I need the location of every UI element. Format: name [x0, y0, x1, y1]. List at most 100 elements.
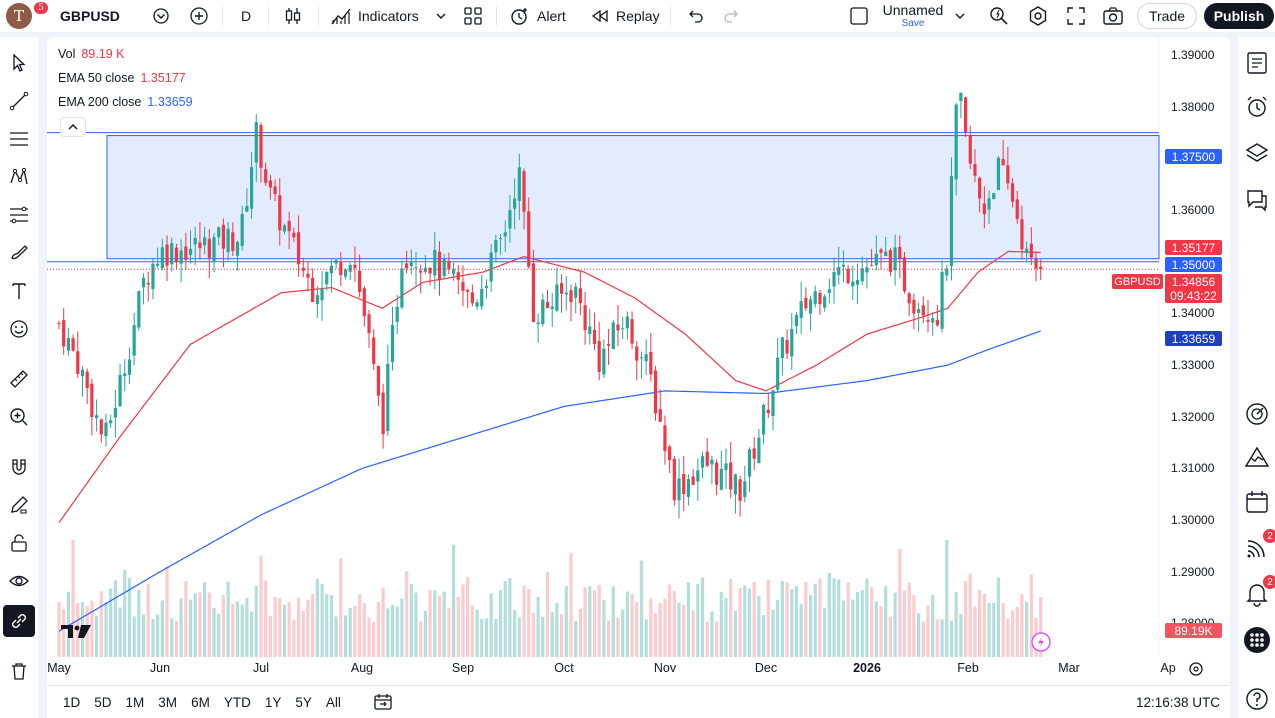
draw-mode-tool-button[interactable]	[3, 489, 35, 521]
alerts-clock-button[interactable]	[1241, 91, 1273, 123]
lock-tool-button[interactable]	[3, 527, 35, 559]
candle-body	[306, 273, 310, 278]
candle-body	[912, 299, 916, 314]
ruler-tool-button[interactable]	[3, 363, 35, 395]
link-tool-button[interactable]	[3, 605, 35, 637]
candle-body	[879, 249, 883, 253]
range-button[interactable]: 5D	[94, 694, 112, 710]
interval-button[interactable]: D	[241, 8, 252, 24]
range-button[interactable]: 3M	[158, 694, 178, 710]
range-button[interactable]: 5Y	[295, 694, 312, 710]
trade-button[interactable]: Trade	[1137, 3, 1197, 29]
candle-body	[62, 320, 66, 347]
volume-bar	[700, 577, 705, 657]
candle-body	[404, 263, 409, 269]
range-button[interactable]: YTD	[223, 694, 251, 710]
candle-body	[841, 264, 846, 267]
templates-grid-icon[interactable]	[463, 6, 483, 26]
symbol-menu-icon[interactable]	[152, 7, 170, 25]
layout-name[interactable]: Unnamed Save	[882, 2, 944, 29]
chats-button[interactable]	[1241, 184, 1273, 216]
candle-body	[226, 228, 230, 252]
delete-tool-button[interactable]	[3, 655, 35, 687]
support-resistance-zone[interactable]	[47, 132, 1160, 263]
lightning-icon[interactable]	[1031, 632, 1051, 652]
indicators-dropdown-icon[interactable]	[435, 10, 447, 22]
indicators-button[interactable]: Indicators	[330, 0, 419, 32]
axis-settings-icon[interactable]	[1189, 662, 1203, 676]
goto-date-icon[interactable]	[372, 691, 394, 713]
horizontal-lines-tool-button[interactable]	[3, 123, 35, 155]
volume-bar	[376, 602, 381, 657]
quick-search-icon[interactable]	[988, 5, 1010, 27]
volume-bar	[90, 600, 94, 657]
notifications-button[interactable]: 2	[1241, 574, 1275, 610]
range-button[interactable]: 6M	[191, 694, 210, 710]
layout-dropdown-icon[interactable]	[954, 10, 966, 22]
undo-icon[interactable]	[686, 7, 704, 25]
volume-bar	[771, 609, 775, 657]
redo-icon[interactable]	[723, 7, 741, 25]
replay-button[interactable]: Replay	[590, 0, 660, 32]
brush-tool-button[interactable]	[3, 237, 35, 269]
range-button[interactable]: 1Y	[264, 694, 282, 710]
candle-body	[719, 468, 723, 490]
candle-body	[362, 288, 366, 317]
candle-body	[433, 249, 437, 276]
volume-bar	[644, 619, 648, 657]
volume-bar	[132, 616, 136, 657]
fullscreen-icon[interactable]	[1066, 6, 1086, 26]
tradingview-logo[interactable]	[61, 625, 91, 638]
ema50-legend[interactable]: EMA 50 close 1.35177	[58, 71, 186, 85]
range-button[interactable]: All	[325, 694, 341, 710]
text-tool-button[interactable]	[3, 275, 35, 307]
signals-button[interactable]: 2	[1241, 528, 1275, 564]
candle-body	[832, 272, 836, 287]
pattern-tool-button[interactable]	[3, 161, 35, 193]
settings-icon[interactable]	[1027, 5, 1049, 27]
candle-body	[104, 422, 108, 437]
add-symbol-icon[interactable]	[189, 6, 209, 26]
candles-chart-type-icon[interactable]	[283, 6, 303, 26]
candle-body	[522, 171, 526, 212]
cursor-tool-button[interactable]	[3, 47, 35, 79]
ideas-button[interactable]	[1241, 441, 1273, 473]
utc-clock[interactable]: 12:16:38 UTC	[1135, 694, 1220, 710]
volume-bar	[785, 582, 789, 657]
publish-button[interactable]: Publish	[1204, 3, 1274, 29]
ema200-legend[interactable]: EMA 200 close 1.33659	[58, 95, 193, 109]
volume-bar	[508, 577, 512, 657]
range-button[interactable]: 1M	[125, 694, 145, 710]
range-button[interactable]: 1D	[63, 694, 81, 710]
volume-bar	[226, 581, 230, 657]
trendline-tool-button[interactable]	[3, 85, 35, 117]
help-button[interactable]	[1241, 683, 1273, 715]
zone-rectangle[interactable]	[106, 135, 1160, 260]
candle-body	[1006, 165, 1010, 184]
fib-retracement-icon	[10, 206, 28, 224]
candle-body	[113, 407, 117, 418]
layout-checkbox-icon[interactable]	[849, 6, 869, 26]
technicals-button[interactable]	[1241, 398, 1273, 430]
candle-body	[212, 237, 216, 262]
emoji-tool-button[interactable]	[3, 313, 35, 345]
candle-body	[409, 262, 413, 266]
user-avatar[interactable]: T 5	[6, 1, 49, 29]
symbol-search[interactable]: GBPUSD	[48, 3, 178, 29]
candle-body	[348, 264, 352, 272]
alert-button[interactable]: Alert	[509, 0, 566, 32]
zoom-tool-button[interactable]	[3, 401, 35, 433]
magnet-tool-button[interactable]	[3, 451, 35, 483]
visibility-tool-button[interactable]	[3, 565, 35, 597]
top-toolbar: T 5 GBPUSD D Indicators Alert Replay	[0, 0, 1275, 32]
volume-legend[interactable]: Vol 89.19 K	[58, 47, 125, 61]
price-chart[interactable]	[47, 37, 1230, 682]
camera-icon[interactable]	[1102, 5, 1124, 27]
apps-menu-button[interactable]	[1241, 624, 1273, 656]
candle-body	[823, 296, 827, 308]
fib-tool-button[interactable]	[3, 199, 35, 231]
calendar-button[interactable]	[1241, 486, 1273, 518]
legend-collapse-button[interactable]	[60, 117, 86, 137]
watchlist-button[interactable]	[1241, 47, 1273, 79]
object-tree-button[interactable]	[1241, 138, 1273, 170]
